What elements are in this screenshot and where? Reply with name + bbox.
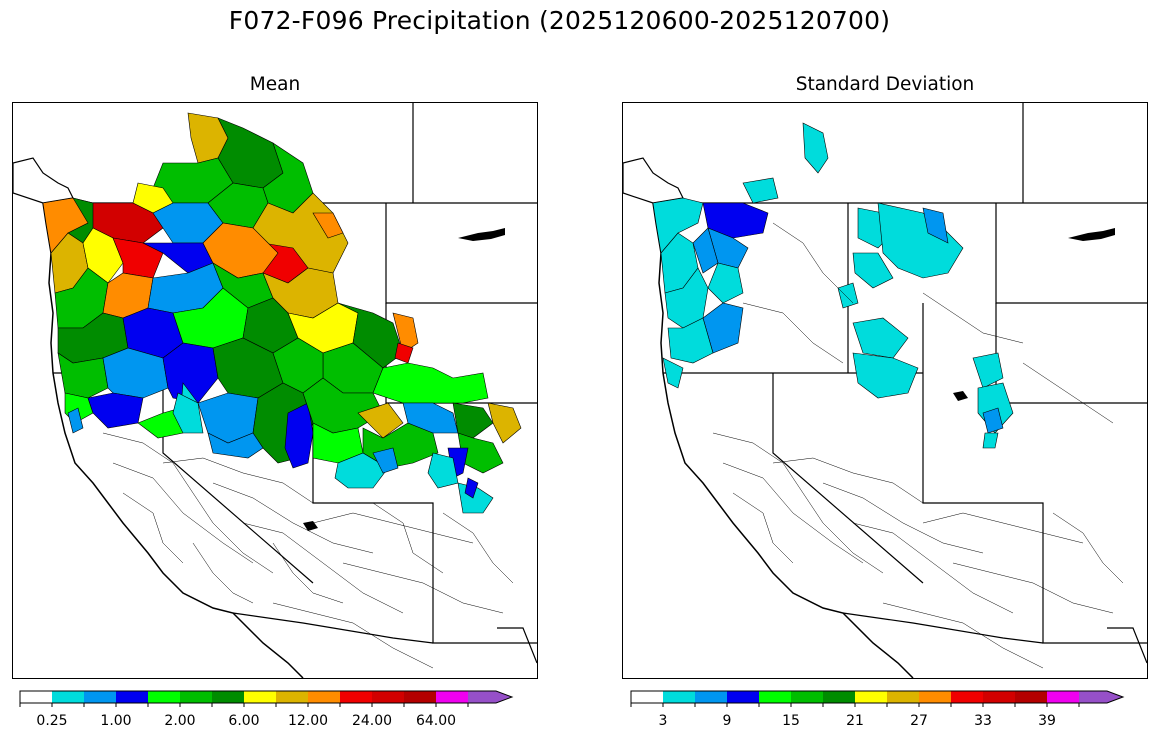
stdev-colorbar-label: 15 [782, 713, 800, 729]
stdev-colorbar-label: 3 [659, 713, 668, 729]
mean-colorbar-swatch [372, 691, 404, 703]
stdev-colorbar-swatch [951, 691, 983, 703]
mean-colorbar-swatch [116, 691, 148, 703]
lake-winnipeg [1068, 228, 1115, 241]
stdev-colorbar-swatch [759, 691, 791, 703]
mean-colorbar-swatch [436, 691, 468, 703]
mean-colorbar-svg: 0.25 1.00 2.00 6.00 12.00 24.00 64.00 [19, 690, 514, 729]
stdev-colorbar-swatch [919, 691, 951, 703]
mean-colorbar-swatch [244, 691, 276, 703]
mean-colorbar-swatch [276, 691, 308, 703]
stdev-colorbar: 3 9 15 21 27 33 39 [629, 690, 1149, 735]
great-salt-lake [953, 391, 968, 401]
mean-basin-outlines [102, 432, 514, 669]
stdev-basin-outlines [712, 222, 1124, 669]
mean-colorbar-label: 64.00 [416, 713, 456, 729]
mean-map [12, 102, 538, 679]
stdev-colorbar-label: 33 [974, 713, 992, 729]
stdev-colorbar-swatch [1079, 691, 1123, 703]
stdev-colorbar-swatch [695, 691, 727, 703]
stdev-colorbar-label: 39 [1038, 713, 1056, 729]
mean-map-svg [13, 103, 537, 678]
stdev-colorbar-swatch [983, 691, 1015, 703]
stdev-colorbar-swatch [855, 691, 887, 703]
mean-colorbar-swatch [404, 691, 436, 703]
stdev-panel-title: Standard Deviation [795, 74, 975, 95]
stdev-colorbar-svg: 3 9 15 21 27 33 39 [630, 690, 1125, 729]
stdev-colorbar-swatch [791, 691, 823, 703]
stdev-colorbar-label: 27 [910, 713, 928, 729]
mean-colorbar-label: 12.00 [288, 713, 328, 729]
mean-colorbar-swatch [308, 691, 340, 703]
mean-colorbar-swatch [148, 691, 180, 703]
mean-colorbar-label: 0.25 [36, 713, 67, 729]
mean-colorbar-swatch [468, 691, 512, 703]
mean-colorbar-swatch [52, 691, 84, 703]
stdev-colorbar-swatch [663, 691, 695, 703]
mean-colorbar: 0.25 1.00 2.00 6.00 12.00 24.00 64.00 [18, 690, 538, 735]
mean-colorbar-label: 1.00 [100, 713, 131, 729]
stdev-map [622, 102, 1148, 679]
stdev-colorbar-outline [630, 690, 1125, 704]
stdev-colorbar-swatch [727, 691, 759, 703]
stdev-colorbar-swatch [631, 691, 663, 703]
mean-colorbar-swatch [212, 691, 244, 703]
stdev-colorbar-swatch [887, 691, 919, 703]
stdev-map-svg [623, 103, 1147, 678]
vancouver-island [13, 157, 74, 204]
stdev-colorbar-label: 9 [723, 713, 732, 729]
mean-colorbar-outline [19, 690, 514, 704]
figure-title: F072-F096 Precipitation (2025120600-2025… [228, 6, 891, 35]
stdev-colorbar-swatch [1015, 691, 1047, 703]
stdev-colorbar-swatch [823, 691, 855, 703]
mean-colorbar-label: 24.00 [352, 713, 392, 729]
mean-basin-fills [42, 112, 522, 514]
lake-winnipeg [458, 228, 505, 241]
stdev-basin-fills [652, 122, 1014, 449]
mean-colorbar-swatch [20, 691, 52, 703]
mean-colorbar-label: 6.00 [228, 713, 259, 729]
mean-colorbar-swatch [84, 691, 116, 703]
stdev-colorbar-swatch [1047, 691, 1079, 703]
mean-panel-title: Mean [249, 74, 301, 95]
coastline [42, 202, 304, 678]
stdev-colorbar-label: 21 [846, 713, 864, 729]
vancouver-island [623, 157, 684, 204]
mean-colorbar-swatch [180, 691, 212, 703]
coastline [652, 202, 914, 678]
mean-colorbar-label: 2.00 [164, 713, 195, 729]
great-salt-lake [303, 521, 318, 531]
mean-colorbar-swatch [340, 691, 372, 703]
